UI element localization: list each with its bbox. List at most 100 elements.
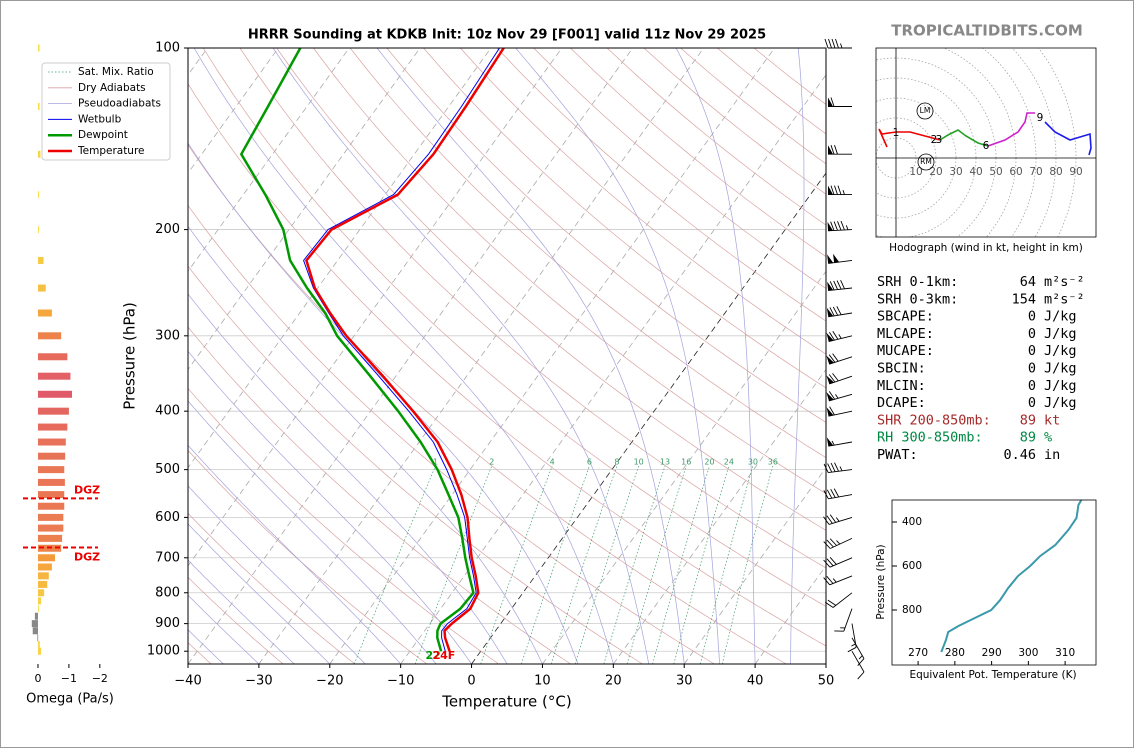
omega-bar <box>37 641 40 649</box>
stat-unit: in <box>1044 447 1060 463</box>
stat-unit: J/kg <box>1044 309 1077 325</box>
dry-adiabat <box>202 48 826 607</box>
mixing-ratio-line <box>721 465 774 664</box>
wind-barb <box>826 331 853 343</box>
mixing-ratio-label: 10 <box>634 458 644 467</box>
stat-label: RH 300-850mb: <box>877 430 983 446</box>
legend: Sat. Mix. Ratio Dry Adiabats Pseudoadiabat… <box>41 62 171 161</box>
height-label: 6 <box>983 140 990 152</box>
y-tick-label: 400 <box>155 404 180 419</box>
wind-barb-staff <box>851 650 865 680</box>
theta-x-tick-label: 300 <box>1018 647 1038 659</box>
mixing-ratio-label: 13 <box>660 458 670 467</box>
stat-value: 0 <box>1028 361 1036 377</box>
omega-bar <box>37 563 52 571</box>
wind-barb-staff <box>823 557 853 568</box>
stat-unit: kt <box>1044 412 1060 428</box>
dry-adiabat <box>188 326 571 664</box>
isotherm <box>188 48 634 664</box>
mixing-ratio-label: 4 <box>550 458 555 467</box>
pseudoadiabat <box>515 48 721 664</box>
stat-value: 0 <box>1028 395 1036 411</box>
omega-bar <box>37 309 52 317</box>
isotherm <box>188 48 279 174</box>
pseudoadiabat <box>790 48 805 664</box>
dry-adiabat <box>276 48 826 531</box>
dry-adiabat <box>460 48 826 355</box>
dry-adiabat <box>188 265 643 664</box>
stat-value: 0 <box>1028 309 1036 325</box>
x-tick-label: −30 <box>245 674 272 689</box>
theta-y-tick-label: 600 <box>902 560 922 572</box>
hodograph-ring-label: 60 <box>1009 166 1022 178</box>
skewt-background <box>188 48 826 664</box>
omega-bar <box>37 390 72 398</box>
wind-barb <box>824 38 852 49</box>
dry-adiabat <box>423 48 826 389</box>
dry-adiabat <box>313 48 826 494</box>
stat-value: 154 <box>1012 291 1036 307</box>
theta-x-tick-label: 290 <box>982 647 1002 659</box>
mixing-ratio-line <box>626 465 687 664</box>
height-label: 3 <box>936 134 943 146</box>
dry-adiabat <box>349 48 826 459</box>
omega-bar <box>37 332 62 340</box>
omega-bar <box>31 620 38 628</box>
wind-barb <box>826 406 853 417</box>
x-tick-label: 50 <box>818 674 835 689</box>
isotherm <box>329 48 775 664</box>
wind-barb <box>826 306 853 318</box>
mixing-ratio-label: 30 <box>748 458 758 467</box>
omega-bar <box>37 44 40 52</box>
wind-barb-flag <box>826 375 835 385</box>
wind-barb <box>824 592 853 608</box>
stat-value: 64 <box>1020 274 1036 290</box>
mixing-ratio-label: 1 <box>433 458 438 467</box>
omega-bar <box>37 438 66 446</box>
dry-adiabat <box>239 48 826 569</box>
wind-barb-flag <box>827 281 834 291</box>
height-label: 9 <box>1037 112 1044 124</box>
hodograph: 10 20 30 40 50 60 70 80 90 1 23 6 9 LM RM <box>876 48 1096 237</box>
omega-bar <box>37 605 39 613</box>
dry-adiabat <box>188 576 284 664</box>
x-tick-label: −10 <box>387 674 414 689</box>
y-tick-label: 500 <box>155 462 180 477</box>
wind-barb <box>828 145 852 155</box>
x-tick-label: 20 <box>605 674 622 689</box>
stat-value: 0 <box>1028 343 1036 359</box>
hodograph-trace <box>939 129 989 147</box>
wind-barb <box>823 557 853 568</box>
stat-value: 89 <box>1020 430 1036 446</box>
isotherm <box>188 48 350 272</box>
wind-barb-staff <box>828 406 853 417</box>
wind-barb-staff <box>823 488 853 500</box>
theta-x-tick-label: 280 <box>945 647 965 659</box>
wind-barb <box>826 353 853 365</box>
wind-barb-flag <box>826 307 834 317</box>
stat-unit: m²s⁻² <box>1044 274 1085 290</box>
wind-barb <box>851 637 865 666</box>
wind-barb <box>823 462 853 474</box>
wind-barb-staff <box>834 608 853 632</box>
y-tick-label: 1000 <box>147 644 180 659</box>
wind-barb <box>826 391 853 402</box>
wind-barb-flag <box>828 185 833 195</box>
isotherm <box>188 48 492 469</box>
wind-barb-flag <box>826 407 834 417</box>
theta-y-axis-title: Pressure (hPa) <box>875 544 887 619</box>
storm-motion-label: RM <box>920 157 932 166</box>
storm-motion-marker <box>917 153 935 171</box>
stat-label: SRH 0-1km: <box>877 274 958 290</box>
mixing-ratio-line <box>673 465 730 664</box>
hodograph-ring-label: 70 <box>1029 166 1042 178</box>
wind-barb-flag <box>826 332 834 342</box>
theta-y-tick-label: 400 <box>902 516 922 528</box>
stat-unit: J/kg <box>1044 361 1077 377</box>
dry-adiabat <box>188 204 715 664</box>
omega-bar <box>37 407 69 415</box>
surface-temperature-label: 24F <box>432 649 455 662</box>
hodograph-trace <box>878 128 941 148</box>
wind-barb-staff <box>828 280 853 292</box>
omega-bar <box>37 647 42 655</box>
